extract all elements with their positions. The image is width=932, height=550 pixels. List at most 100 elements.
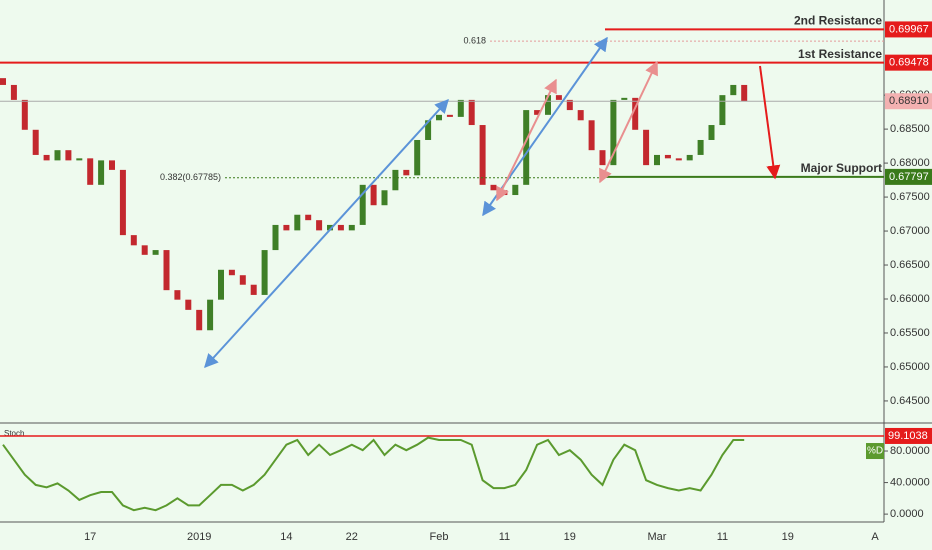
candle: [207, 299, 214, 331]
x-tick-label: A: [871, 531, 879, 543]
y-tick-label: 0.65000: [890, 361, 930, 373]
candle: [664, 154, 671, 159]
price-tag: [885, 21, 932, 38]
candle: [599, 150, 606, 166]
candle: [490, 184, 497, 191]
price-tag-label: 0.69967: [889, 23, 929, 35]
candle: [392, 169, 399, 191]
y-tick-label: 0.66500: [890, 259, 930, 271]
value-tag: [885, 427, 932, 444]
candle: [239, 275, 246, 285]
x-tick-label: 19: [564, 531, 576, 543]
candle: [708, 125, 715, 140]
y-tick-label: 0.68000: [890, 157, 930, 169]
x-tick-label: 19: [782, 531, 794, 543]
y-tick-label: 0.64500: [890, 395, 930, 407]
stoch-line: [2, 436, 745, 512]
candle: [654, 154, 660, 166]
candle: [163, 250, 170, 291]
level-name: Major Support: [801, 161, 882, 175]
y-tick-label: 0.66000: [890, 293, 930, 305]
price-tag-label: 0.69478: [889, 57, 929, 69]
candle: [87, 158, 94, 185]
candle: [261, 250, 268, 295]
y-tick-label: 40.0000: [890, 476, 930, 488]
candle: [381, 190, 388, 206]
candle: [555, 95, 562, 100]
candle: [109, 160, 115, 170]
y-tick-label: 80.0000: [890, 445, 930, 457]
level-label: 0.618: [463, 36, 486, 46]
pane-title: Stoch: [4, 429, 24, 438]
candle: [305, 214, 312, 221]
candle: [185, 299, 192, 310]
candle: [577, 110, 584, 121]
x-tick-label: 11: [499, 531, 510, 543]
legend-tag: [866, 443, 884, 460]
price-tag-label: 0.67797: [889, 171, 929, 183]
candle: [10, 84, 17, 100]
candle: [98, 160, 105, 185]
candle: [686, 154, 693, 161]
price-tag-label: 0.68910: [889, 95, 929, 107]
y-tick-label: 0.65500: [890, 327, 930, 339]
candle: [174, 290, 181, 300]
candle: [457, 99, 464, 117]
x-tick-label: 14: [280, 531, 292, 543]
candle: [76, 158, 83, 161]
value-tag-label: 99.1038: [888, 430, 928, 442]
x-tick-label: Mar: [648, 531, 667, 543]
price-tag: [885, 93, 932, 110]
candle: [283, 224, 290, 231]
y-tick-label: 0.67500: [890, 191, 930, 203]
y-tick-label: 0.68500: [890, 123, 930, 135]
candle: [436, 114, 442, 121]
candle: [643, 129, 650, 166]
trend-arrow: [496, 78, 557, 202]
legend-label: %D: [867, 446, 883, 457]
candle: [675, 158, 682, 161]
candle: [621, 97, 628, 100]
candle: [65, 150, 72, 161]
trend-arrow: [599, 60, 658, 184]
forecast-arrow: [759, 65, 781, 180]
candle: [152, 250, 159, 255]
candle: [479, 125, 486, 185]
candle: [130, 235, 137, 246]
x-tick-label: Feb: [430, 531, 449, 543]
candle: [730, 84, 737, 96]
x-tick-label: 22: [346, 531, 358, 543]
candle: [468, 99, 475, 126]
candle: [228, 269, 235, 276]
candle: [414, 139, 421, 176]
candle: [250, 284, 257, 295]
x-tick-label: 2019: [187, 531, 211, 543]
candle: [294, 214, 301, 231]
x-tick-label: 11: [717, 531, 728, 543]
y-tick-label: 0.67000: [890, 225, 930, 237]
candle: [370, 184, 377, 206]
candle: [697, 139, 704, 155]
level-name: 2nd Resistance: [794, 14, 882, 28]
trend-arrow: [204, 98, 449, 369]
candle: [32, 129, 39, 155]
price-tag: [885, 54, 932, 71]
y-tick-label: 0.0000: [890, 508, 924, 520]
level-name: 1st Resistance: [798, 47, 882, 61]
candle: [523, 110, 530, 185]
candle: [741, 84, 748, 102]
candle: [119, 169, 126, 236]
candle: [337, 224, 344, 231]
candle: [0, 78, 6, 85]
candle: [141, 245, 148, 255]
level-label: 0.382(0.67785): [160, 172, 221, 182]
candle: [43, 154, 50, 161]
candle: [272, 224, 279, 251]
candle: [446, 114, 453, 117]
candle: [512, 184, 519, 196]
price-tag: [885, 168, 932, 185]
candle: [196, 309, 203, 331]
candle: [316, 220, 323, 231]
candle: [21, 99, 28, 130]
